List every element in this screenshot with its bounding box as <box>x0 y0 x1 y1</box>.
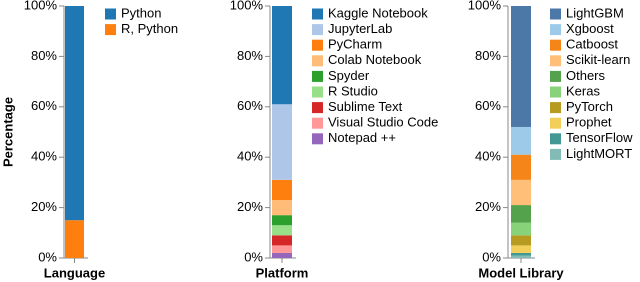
bar-segment <box>511 6 531 127</box>
y-tick-label: 60% <box>31 98 57 113</box>
x-axis-title: Platform <box>256 265 309 280</box>
bar-segment <box>272 245 292 253</box>
legend-label: Visual Studio Code <box>328 115 438 130</box>
bar-segment <box>65 6 84 221</box>
y-tick-label: 80% <box>237 48 263 63</box>
legend-label: LightGBM <box>566 5 624 20</box>
legend-swatch <box>312 86 323 98</box>
legend-label: Prophet <box>566 115 612 130</box>
y-tick-label: 60% <box>475 98 501 113</box>
legend-label: Others <box>566 68 606 83</box>
legend-swatch <box>312 102 323 114</box>
bar-segment <box>511 205 531 223</box>
bar-segment <box>511 222 531 236</box>
bar-segment <box>272 225 292 236</box>
y-tick-label: 40% <box>237 149 263 164</box>
y-tick-label: 60% <box>237 98 263 113</box>
x-axis-title: Model Library <box>478 265 564 280</box>
legend-label: Keras <box>566 83 600 98</box>
legend-swatch <box>312 8 323 20</box>
legend-label: R, Python <box>121 21 178 36</box>
legend-swatch <box>105 24 116 36</box>
legend-label: Notepad ++ <box>328 130 396 145</box>
legend-swatch <box>105 8 116 20</box>
bar-segment <box>272 215 292 226</box>
bar-segment <box>511 126 531 155</box>
legend-label: Xgboost <box>566 21 614 36</box>
bar-segment <box>511 245 531 253</box>
x-axis-title: Language <box>44 265 105 280</box>
y-tick-label: 40% <box>31 149 57 164</box>
legend-swatch <box>550 39 561 51</box>
legend-swatch <box>550 55 561 67</box>
legend-swatch <box>550 102 561 114</box>
y-tick-label: 80% <box>475 48 501 63</box>
y-tick-label: 0% <box>244 249 263 264</box>
y-tick-label: 20% <box>237 199 263 214</box>
y-tick-label: 100% <box>468 0 502 12</box>
legend-label: R Studio <box>328 83 378 98</box>
bar-segment <box>511 179 531 206</box>
y-axis-title: Percentage <box>0 97 15 167</box>
legend-label: LightMORT <box>566 146 632 161</box>
legend-label: Catboost <box>566 37 618 52</box>
legend-label: Spyder <box>328 68 370 83</box>
y-tick-label: 20% <box>31 199 57 214</box>
legend-swatch <box>312 70 323 82</box>
bar-segment <box>511 235 531 246</box>
legend-label: Colab Notebook <box>328 52 422 67</box>
legend-label: Python <box>121 5 161 20</box>
bar-segment <box>272 179 292 201</box>
bar-segment <box>272 200 292 216</box>
bar-segment <box>272 252 292 258</box>
legend-swatch <box>550 8 561 20</box>
legend-label: TensorFlow <box>566 130 633 145</box>
legend-label: Sublime Text <box>328 99 403 114</box>
y-tick-label: 0% <box>38 249 57 264</box>
legend-swatch <box>550 148 561 160</box>
legend-swatch <box>312 55 323 67</box>
bar-segment <box>511 154 531 180</box>
bar-segment <box>511 255 531 258</box>
legend-swatch <box>550 133 561 145</box>
legend-label: PyCharm <box>328 37 382 52</box>
legend-swatch <box>312 39 323 51</box>
legend-swatch <box>550 24 561 36</box>
legend-swatch <box>550 117 561 129</box>
y-tick-label: 40% <box>475 149 501 164</box>
bar-segment <box>511 252 531 256</box>
y-tick-label: 100% <box>24 0 58 12</box>
bar-segment <box>272 235 292 246</box>
legend-label: PyTorch <box>566 99 613 114</box>
bar-segment <box>272 6 292 105</box>
bar-segment <box>65 220 84 258</box>
legend-swatch <box>550 86 561 98</box>
y-tick-label: 0% <box>482 249 501 264</box>
bar-segment <box>272 104 292 180</box>
legend-label: Kaggle Notebook <box>328 5 428 20</box>
legend-swatch <box>312 133 323 145</box>
legend-label: Scikit-learn <box>566 52 630 67</box>
y-tick-label: 100% <box>230 0 264 12</box>
legend-swatch <box>312 24 323 36</box>
y-tick-label: 20% <box>475 199 501 214</box>
legend-swatch <box>550 70 561 82</box>
y-tick-label: 80% <box>31 48 57 63</box>
legend-label: JupyterLab <box>328 21 392 36</box>
legend-swatch <box>312 117 323 129</box>
